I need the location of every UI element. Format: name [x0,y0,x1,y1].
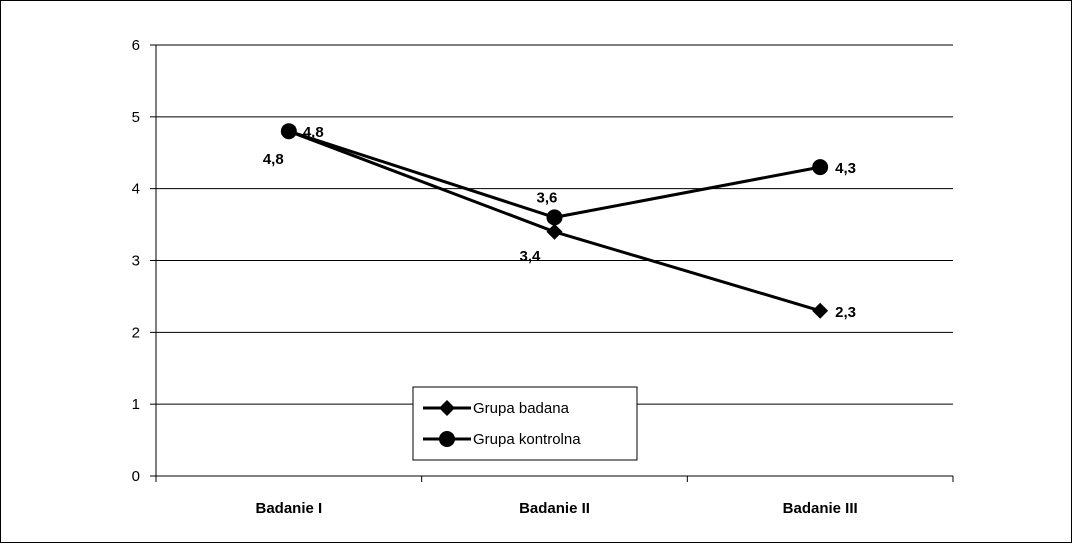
y-tick-label: 2 [132,324,140,341]
data-label: 4,3 [835,160,856,177]
circle-marker [812,159,829,176]
x-category-label: Badanie III [783,500,858,517]
data-label: 3,4 [520,248,542,265]
x-category-label: Badanie I [255,500,322,517]
data-label: 4,8 [263,151,284,168]
diamond-marker [812,302,829,319]
legend-diamond-marker [439,400,455,416]
y-tick-label: 4 [132,181,140,198]
diamond-marker [546,223,563,240]
y-tick-label: 1 [132,396,140,413]
data-label: 4,8 [303,124,324,141]
legend-circle-marker [439,431,455,447]
data-label: 2,3 [835,304,856,321]
x-category-label: Badanie II [519,500,590,517]
y-tick-label: 5 [132,109,140,126]
y-tick-label: 6 [132,37,140,54]
legend-label: Grupa badana [473,400,570,417]
y-tick-label: 0 [132,468,140,485]
legend-box [412,386,638,461]
circle-marker [546,209,563,226]
data-label: 3,6 [537,189,558,206]
circle-marker [280,123,297,140]
y-tick-label: 3 [132,253,140,270]
legend-label: Grupa kontrolna [473,431,581,448]
